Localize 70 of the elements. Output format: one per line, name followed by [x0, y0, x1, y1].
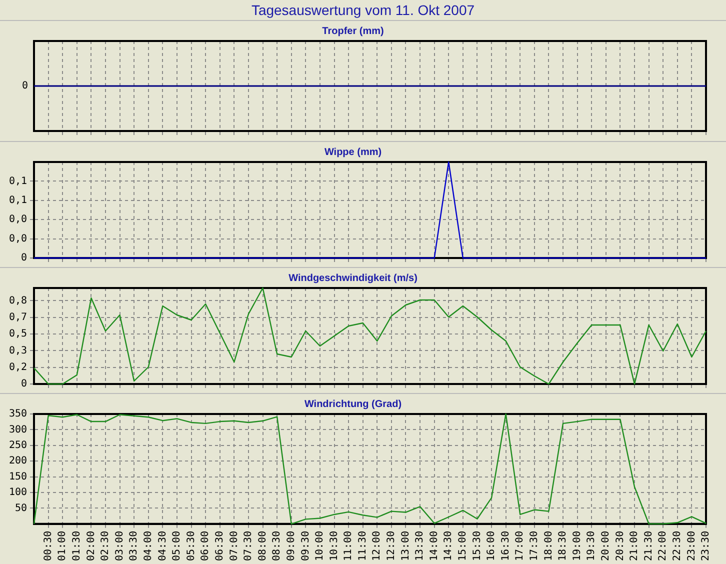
x-tick-label: 12:30 — [386, 530, 398, 562]
y-tick-label: 0 — [20, 378, 27, 390]
x-tick-label: 11:00 — [343, 530, 354, 562]
x-tick-label: 23:30 — [700, 530, 712, 562]
x-tick-label: 19:00 — [572, 530, 583, 562]
x-tick-label: 02:30 — [100, 530, 112, 562]
y-tick-label: 250 — [8, 440, 27, 451]
chart-title: Windgeschwindigkeit (m/s) — [288, 272, 418, 284]
x-tick-label: 17:00 — [514, 530, 526, 562]
y-tick-label: 300 — [8, 424, 27, 436]
x-tick-label: 23:00 — [686, 530, 698, 562]
x-tick-label: 07:00 — [228, 530, 240, 562]
x-tick-label: 21:00 — [629, 530, 640, 562]
y-tick-label: 0,1 — [8, 194, 27, 206]
x-tick-label: 06:00 — [200, 530, 212, 562]
x-tick-label: 04:00 — [142, 530, 154, 562]
x-tick-label: 06:30 — [214, 530, 226, 562]
y-tick-label: 0 — [20, 252, 27, 264]
x-tick-label: 22:00 — [658, 530, 669, 562]
x-tick-label: 05:30 — [186, 530, 197, 562]
x-tick-label: 08:30 — [272, 530, 283, 562]
x-tick-label: 17:30 — [529, 530, 540, 562]
x-tick-label: 20:30 — [614, 530, 626, 562]
y-tick-label: 0,5 — [8, 328, 27, 340]
x-tick-label: 21:30 — [643, 530, 654, 562]
x-tick-label: 11:30 — [357, 530, 368, 562]
x-tick-label: 03:30 — [128, 530, 140, 562]
x-tick-label: 18:30 — [558, 530, 569, 562]
y-tick-label: 0,2 — [8, 362, 27, 373]
y-tick-label: 0,0 — [8, 214, 27, 226]
y-tick-label: 0,0 — [8, 233, 27, 244]
x-tick-label: 05:00 — [172, 530, 183, 562]
x-tick-label: 14:00 — [428, 530, 440, 562]
x-tick-label: 09:00 — [286, 530, 297, 562]
text: Tropfer (mm) — [322, 26, 384, 37]
x-tick-label: 18:00 — [543, 530, 554, 562]
x-tick-label: 03:00 — [114, 530, 126, 562]
x-tick-label: 09:30 — [300, 530, 312, 562]
y-tick-label: 50 — [14, 502, 27, 514]
x-tick-label: 16:30 — [500, 530, 512, 562]
x-tick-label: 10:00 — [314, 530, 326, 562]
x-tick-label: 12:00 — [372, 530, 383, 562]
y-tick-label: 350 — [8, 408, 27, 420]
x-tick-label: 07:30 — [243, 530, 254, 562]
x-tick-label: 19:30 — [586, 530, 598, 562]
y-tick-label: 0,8 — [8, 295, 27, 306]
x-tick-label: 00:30 — [42, 530, 54, 562]
x-tick-label: 16:00 — [486, 530, 498, 562]
x-tick-label: 08:00 — [257, 530, 268, 562]
x-tick-label: 15:30 — [472, 530, 483, 562]
x-tick-label: 01:00 — [57, 530, 68, 562]
x-tick-label: 13:30 — [414, 530, 426, 562]
y-tick-label: 100 — [8, 487, 27, 498]
x-tick-label: 13:00 — [400, 530, 412, 562]
x-tick-label: 20:00 — [600, 530, 612, 562]
x-tick-label: 22:30 — [672, 530, 683, 562]
y-tick-label: 200 — [8, 456, 27, 467]
y-tick-label: 0,7 — [8, 312, 27, 323]
x-tick-label: 15:00 — [458, 530, 469, 562]
x-tick-label: 10:30 — [328, 530, 340, 562]
x-tick-label: 02:00 — [86, 530, 97, 562]
y-tick-label: 0,3 — [8, 345, 27, 356]
x-tick-label: 01:30 — [71, 530, 82, 562]
x-tick-label: 04:30 — [157, 530, 168, 562]
y-tick-label: 150 — [8, 471, 27, 482]
text: Tagesauswertung vom 11. Okt 2007 — [250, 1, 476, 20]
chart-title: Wippe (mm) — [324, 146, 382, 158]
x-tick-label: 14:30 — [443, 530, 454, 562]
chart-title: Windrichtung (Grad) — [304, 398, 402, 410]
y-tick-label: 0,1 — [8, 176, 27, 187]
